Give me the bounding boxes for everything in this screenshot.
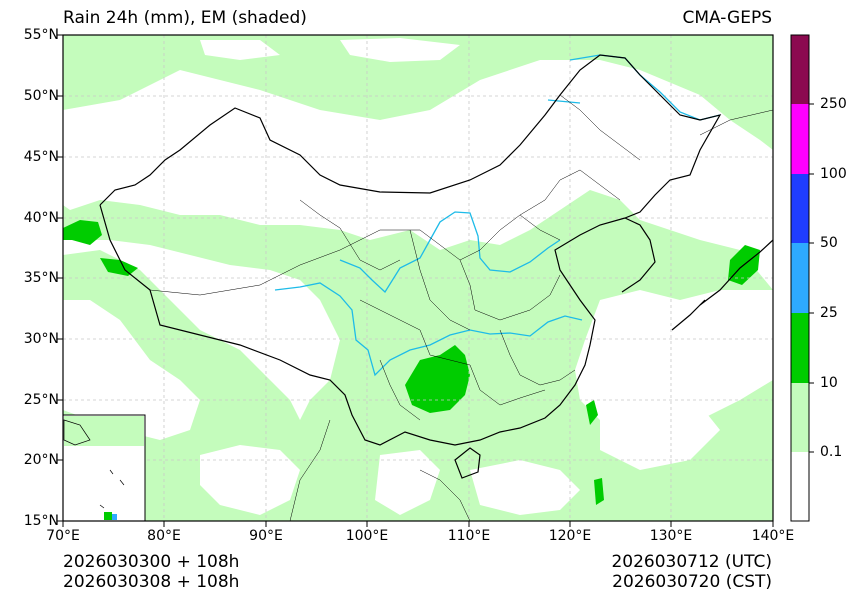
colorbar-swatch-above-250 <box>791 35 809 104</box>
init-time-utc: 2026030300 + 108h <box>63 552 240 572</box>
graticule <box>63 35 773 521</box>
lat-label-30: 30°N <box>23 331 59 347</box>
colorbar-label-100: 100 <box>820 166 847 182</box>
lon-label-110: 110°E <box>447 528 491 544</box>
valid-time-cst: 2026030720 (CST) <box>612 572 772 592</box>
lat-label-15: 15°N <box>23 513 59 529</box>
init-time-cst: 2026030308 + 108h <box>63 572 240 592</box>
colorbar-swatch-0.1-10 <box>791 383 809 452</box>
model-name: CMA-GEPS <box>682 8 772 28</box>
no-rain-regions <box>63 38 773 515</box>
colorbar-swatch-50-100 <box>791 174 809 243</box>
province-borders <box>149 94 773 521</box>
map-title: Rain 24h (mm), EM (shaded) <box>63 8 307 28</box>
lon-label-120: 120°E <box>548 528 592 544</box>
lat-label-20: 20°N <box>23 452 59 468</box>
lon-label-130: 130°E <box>649 528 693 544</box>
lon-label-140: 140°E <box>751 528 795 544</box>
lat-label-40: 40°N <box>23 210 59 226</box>
lat-label-35: 35°N <box>23 270 59 286</box>
init-time-block: 2026030300 + 108h 2026030308 + 108h <box>63 552 239 592</box>
valid-time-block: 2026030712 (UTC) 2026030720 (CST) <box>611 552 772 592</box>
colorbar-swatch-10-25 <box>791 313 809 383</box>
lon-label-80: 80°E <box>147 528 181 544</box>
colorbar-label-0.1: 0.1 <box>820 444 843 460</box>
colorbar-label-50: 50 <box>820 235 838 251</box>
colorbar-swatch-25-50 <box>791 243 809 313</box>
axis-ticks <box>57 34 774 527</box>
map-area <box>63 35 773 521</box>
colorbar <box>790 34 814 522</box>
lat-label-25: 25°N <box>23 392 59 408</box>
lon-label-100: 100°E <box>345 528 389 544</box>
lon-label-70: 70°E <box>46 528 80 544</box>
country-borders <box>99 54 773 479</box>
lat-label-50: 50°N <box>23 88 59 104</box>
colorbar-swatch-100-250 <box>791 104 809 174</box>
colorbar-swatch-below-0.1 <box>791 452 809 521</box>
valid-time-utc: 2026030712 (UTC) <box>611 552 772 572</box>
colorbar-label-25: 25 <box>820 305 838 321</box>
colorbar-label-10: 10 <box>820 375 838 391</box>
lat-label-45: 45°N <box>23 149 59 165</box>
colorbar-label-250: 250 <box>820 96 847 112</box>
lat-label-55: 55°N <box>23 27 59 43</box>
inset-map <box>63 414 146 521</box>
lon-label-90: 90°E <box>249 528 283 544</box>
